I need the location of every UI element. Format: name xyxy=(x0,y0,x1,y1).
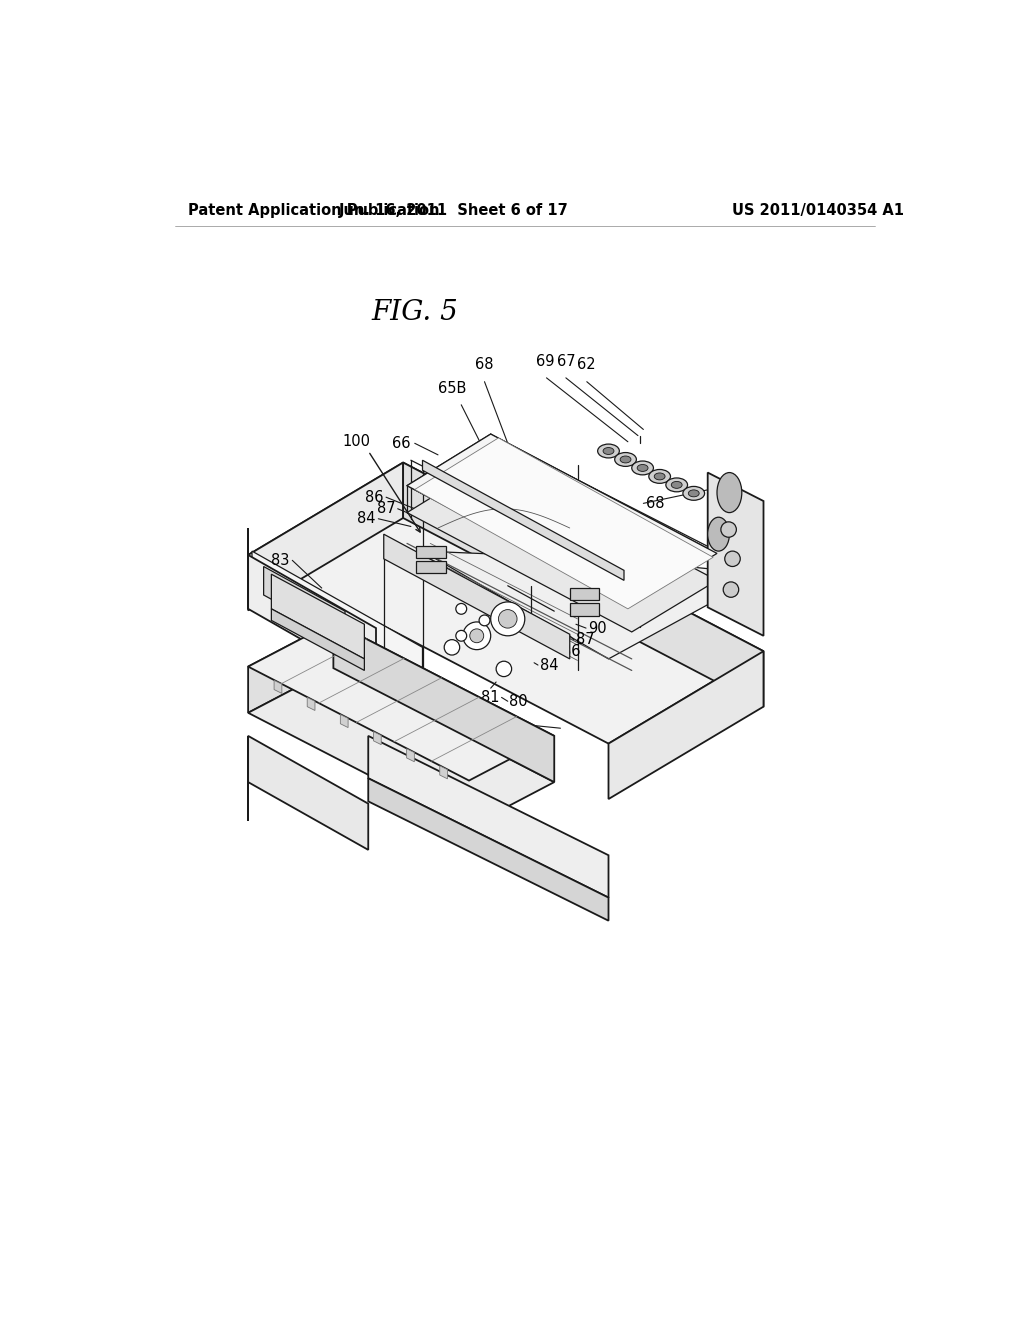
Polygon shape xyxy=(248,668,554,826)
Ellipse shape xyxy=(708,517,729,552)
Ellipse shape xyxy=(683,487,705,500)
Polygon shape xyxy=(439,766,447,779)
Polygon shape xyxy=(407,748,415,762)
Ellipse shape xyxy=(603,447,614,454)
Text: Jun. 16, 2011  Sheet 6 of 17: Jun. 16, 2011 Sheet 6 of 17 xyxy=(339,203,568,218)
Polygon shape xyxy=(334,622,554,781)
Circle shape xyxy=(444,640,460,655)
Polygon shape xyxy=(407,461,717,632)
Polygon shape xyxy=(374,731,381,744)
Circle shape xyxy=(303,622,309,627)
Text: 83: 83 xyxy=(270,553,289,568)
Text: 90: 90 xyxy=(589,620,607,636)
Ellipse shape xyxy=(717,473,741,512)
Circle shape xyxy=(470,628,483,643)
Polygon shape xyxy=(248,622,554,780)
Text: 87: 87 xyxy=(377,502,395,516)
Circle shape xyxy=(456,631,467,642)
Text: 62: 62 xyxy=(578,358,596,372)
Ellipse shape xyxy=(688,490,699,496)
Polygon shape xyxy=(248,462,764,743)
Circle shape xyxy=(327,632,333,639)
Text: 69: 69 xyxy=(536,354,554,368)
Polygon shape xyxy=(608,651,764,799)
Text: 87: 87 xyxy=(575,632,595,647)
Polygon shape xyxy=(263,566,345,640)
Polygon shape xyxy=(369,779,608,921)
Text: 86: 86 xyxy=(366,490,384,504)
Polygon shape xyxy=(248,462,403,610)
Text: 68: 68 xyxy=(646,496,665,511)
Circle shape xyxy=(463,622,490,649)
Polygon shape xyxy=(369,737,608,898)
Text: 84: 84 xyxy=(357,511,376,527)
Ellipse shape xyxy=(672,482,682,488)
FancyBboxPatch shape xyxy=(417,561,445,573)
Circle shape xyxy=(496,661,512,677)
Polygon shape xyxy=(340,714,348,727)
Circle shape xyxy=(499,610,517,628)
Circle shape xyxy=(725,552,740,566)
Ellipse shape xyxy=(666,478,687,492)
Polygon shape xyxy=(423,552,764,659)
Polygon shape xyxy=(248,737,369,850)
Text: 65B: 65B xyxy=(438,380,466,396)
Text: 80: 80 xyxy=(509,694,528,709)
Text: 100: 100 xyxy=(343,434,371,449)
Polygon shape xyxy=(307,697,315,710)
Text: 84: 84 xyxy=(541,657,559,673)
Polygon shape xyxy=(248,622,334,713)
Text: 66: 66 xyxy=(392,436,411,451)
Ellipse shape xyxy=(598,444,620,458)
Polygon shape xyxy=(407,434,717,605)
Text: US 2011/0140354 A1: US 2011/0140354 A1 xyxy=(732,203,904,218)
Text: 82: 82 xyxy=(458,719,477,734)
Polygon shape xyxy=(271,574,365,659)
Circle shape xyxy=(314,627,321,634)
Text: 66: 66 xyxy=(494,491,512,507)
Polygon shape xyxy=(403,462,764,706)
FancyBboxPatch shape xyxy=(569,589,599,601)
Polygon shape xyxy=(415,438,713,609)
Text: 65: 65 xyxy=(646,581,665,595)
Ellipse shape xyxy=(632,461,653,475)
Polygon shape xyxy=(274,680,282,693)
Polygon shape xyxy=(708,473,764,636)
Circle shape xyxy=(721,521,736,537)
Polygon shape xyxy=(271,609,365,671)
Ellipse shape xyxy=(649,470,671,483)
Polygon shape xyxy=(248,554,376,682)
FancyBboxPatch shape xyxy=(569,603,599,615)
Text: 81: 81 xyxy=(481,689,500,705)
FancyBboxPatch shape xyxy=(417,545,445,558)
Polygon shape xyxy=(384,535,569,659)
Text: 85: 85 xyxy=(306,789,325,805)
Text: Patent Application Publication: Patent Application Publication xyxy=(188,203,440,218)
Circle shape xyxy=(456,603,467,614)
Ellipse shape xyxy=(637,465,648,471)
Ellipse shape xyxy=(614,453,636,466)
Circle shape xyxy=(723,582,738,597)
Ellipse shape xyxy=(621,455,631,463)
Polygon shape xyxy=(423,461,624,581)
Text: 86: 86 xyxy=(562,644,581,659)
Circle shape xyxy=(479,615,489,626)
Circle shape xyxy=(490,602,524,636)
Polygon shape xyxy=(252,552,423,697)
Text: 68: 68 xyxy=(475,358,494,372)
Text: FIG. 5: FIG. 5 xyxy=(372,298,458,326)
Text: 67: 67 xyxy=(557,354,575,368)
Ellipse shape xyxy=(654,473,665,480)
